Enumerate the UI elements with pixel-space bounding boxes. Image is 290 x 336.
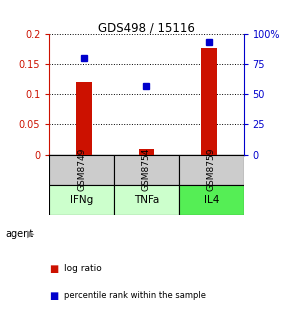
Text: IL4: IL4 [204, 195, 219, 205]
Text: GSM8749: GSM8749 [77, 148, 86, 192]
Text: ■: ■ [49, 291, 59, 301]
Text: GSM8754: GSM8754 [142, 148, 151, 192]
Text: TNFa: TNFa [134, 195, 159, 205]
Bar [179, 185, 244, 215]
Text: ▶: ▶ [27, 228, 35, 239]
Text: percentile rank within the sample: percentile rank within the sample [64, 291, 206, 300]
Text: GSM8759: GSM8759 [207, 148, 216, 192]
Bar [114, 185, 179, 215]
Bar [49, 185, 114, 215]
Text: ■: ■ [49, 264, 59, 274]
Bar [49, 155, 114, 185]
Text: agent: agent [6, 228, 34, 239]
Text: IFNg: IFNg [70, 195, 93, 205]
Text: log ratio: log ratio [64, 264, 102, 273]
Bar [76, 82, 92, 155]
Text: GDS498 / 15116: GDS498 / 15116 [98, 22, 195, 35]
Bar [179, 155, 244, 185]
Bar [201, 48, 217, 155]
Bar [139, 149, 154, 155]
Bar [114, 155, 179, 185]
